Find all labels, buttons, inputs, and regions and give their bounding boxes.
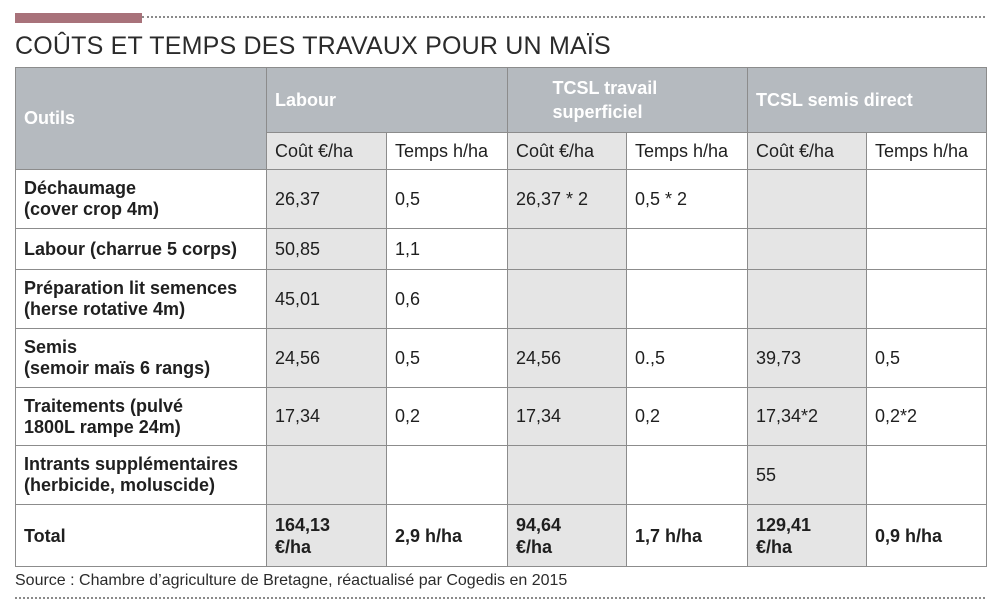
- tool-cell: Labour (charrue 5 corps): [15, 228, 267, 270]
- page-title: COÛTS ET TEMPS DES TRAVAUX POUR UN MAÏS: [15, 32, 611, 60]
- time-cell: [865, 445, 988, 505]
- cost-cell: 17,34*2: [747, 387, 867, 446]
- tool-detail: (semoir maïs 6 rangs): [24, 358, 211, 378]
- group-header-labour: Labour: [266, 67, 508, 133]
- tool-name: Traitements (pulvé: [24, 395, 184, 416]
- cost-cell: [507, 228, 627, 270]
- cost-cell: [507, 445, 627, 505]
- tool-name: Labour (charrue 5 corps): [24, 238, 238, 259]
- subheader-cout: Coût €/ha: [266, 132, 387, 170]
- cost-cell: [747, 269, 867, 329]
- source-note: Source : Chambre d’agriculture de Bretag…: [15, 572, 568, 589]
- total-time-labour: 2,9 h/ha: [386, 504, 508, 567]
- cost-cell: 26,37: [266, 169, 387, 229]
- total-time-semis-direct: 0,9 h/ha: [865, 504, 988, 567]
- tool-name: Intrants supplémentaires: [24, 454, 239, 474]
- time-cell: 1,1: [386, 228, 508, 270]
- tool-cell: Semis (semoir maïs 6 rangs): [15, 328, 267, 388]
- time-cell: [386, 445, 508, 505]
- bottom-divider: [15, 597, 985, 599]
- tool-detail: 1800L rampe 24m): [24, 416, 181, 437]
- total-cost-unit: €/ha: [275, 536, 312, 557]
- time-cell: [865, 269, 988, 329]
- time-cell: 0,5: [386, 169, 508, 229]
- table-row: Préparation lit semences (herse rotative …: [15, 269, 988, 329]
- table-row: Déchaumage (cover crop 4m) 26,37 0,5 26,3…: [15, 169, 988, 229]
- total-time-travail-superficiel: 1,7 h/ha: [626, 504, 748, 567]
- table-row: Semis (semoir maïs 6 rangs) 24,56 0,5 24,…: [15, 328, 988, 388]
- cost-cell: [266, 445, 387, 505]
- group-header-travail-superficiel: TCSL travail superficiel: [507, 67, 748, 133]
- group-header-travail-superficiel-label: TCSL travail superficiel: [552, 78, 658, 122]
- cost-cell: 24,56: [266, 328, 387, 388]
- tool-cell: Déchaumage (cover crop 4m): [15, 169, 267, 229]
- cost-cell: 24,56: [507, 328, 627, 388]
- cost-cell: 39,73: [747, 328, 867, 388]
- top-divider: [142, 16, 985, 18]
- tool-detail: (herse rotative 4m): [24, 299, 186, 319]
- accent-bar: [15, 13, 142, 23]
- time-cell: 0.,5: [626, 328, 748, 388]
- time-cell: 0,5 * 2: [626, 169, 748, 229]
- subheader-temps: Temps h/ha: [626, 132, 748, 170]
- cost-cell: 55: [747, 445, 867, 505]
- tool-detail: (herbicide, moluscide): [24, 475, 216, 495]
- time-cell: [865, 169, 988, 229]
- total-cost-semis-direct: 129,41 €/ha: [747, 504, 867, 567]
- cost-cell: 17,34: [266, 387, 387, 446]
- tool-cell: Intrants supplémentaires (herbicide, molu…: [15, 445, 267, 505]
- cost-cell: [747, 169, 867, 229]
- time-cell: [865, 228, 988, 270]
- cost-cell: 26,37 * 2: [507, 169, 627, 229]
- group-header-semis-direct: TCSL semis direct: [746, 67, 988, 133]
- time-cell: 0,5: [386, 328, 508, 388]
- tool-cell: Traitements (pulvé 1800L rampe 24m): [15, 387, 267, 446]
- total-cost-labour: 164,13 €/ha: [266, 504, 387, 567]
- time-cell: 0,6: [386, 269, 508, 329]
- total-label: Total: [15, 504, 267, 567]
- time-cell: [626, 445, 748, 505]
- costs-table: Outils Labour TCSL travail superficiel T…: [15, 67, 988, 567]
- time-cell: [626, 269, 748, 329]
- time-cell: 0,2: [626, 387, 748, 446]
- total-cost-value: 94,64: [516, 514, 562, 535]
- subheader-temps: Temps h/ha: [865, 132, 988, 170]
- table-row: Intrants supplémentaires (herbicide, molu…: [15, 445, 988, 505]
- time-cell: 0,2: [386, 387, 508, 446]
- cost-cell: [507, 269, 627, 329]
- tool-name: Semis: [24, 337, 78, 357]
- cost-cell: 17,34: [507, 387, 627, 446]
- tool-name: Préparation lit semences: [24, 278, 238, 298]
- total-cost-unit: €/ha: [756, 536, 793, 557]
- total-row: Total 164,13 €/ha 2,9 h/ha 94,64 €/ha 1,7 …: [15, 504, 988, 567]
- table-row: Labour (charrue 5 corps) 50,85 1,1: [15, 228, 988, 270]
- cost-cell: 45,01: [266, 269, 387, 329]
- total-cost-value: 164,13: [275, 514, 331, 535]
- group-header-row: Outils Labour TCSL travail superficiel T…: [15, 67, 988, 170]
- table-row: Traitements (pulvé 1800L rampe 24m) 17,34…: [15, 387, 988, 446]
- subheader-cout: Coût €/ha: [507, 132, 627, 170]
- outils-header: Outils: [15, 67, 267, 170]
- subheader-temps: Temps h/ha: [386, 132, 508, 170]
- subheader-cout: Coût €/ha: [747, 132, 867, 170]
- tool-cell: Préparation lit semences (herse rotative …: [15, 269, 267, 329]
- total-cost-value: 129,41: [756, 514, 812, 535]
- time-cell: [626, 228, 748, 270]
- cost-cell: [747, 228, 867, 270]
- subheader-row: Coût €/ha Temps h/ha Coût €/ha Temps h/h…: [16, 132, 988, 170]
- tool-detail: (cover crop 4m): [24, 199, 160, 219]
- tool-name: Déchaumage: [24, 178, 137, 198]
- total-cost-travail-superficiel: 94,64 €/ha: [507, 504, 627, 567]
- total-cost-unit: €/ha: [516, 536, 553, 557]
- time-cell: 0,5: [865, 328, 988, 388]
- time-cell: 0,2*2: [865, 387, 988, 446]
- cost-cell: 50,85: [266, 228, 387, 270]
